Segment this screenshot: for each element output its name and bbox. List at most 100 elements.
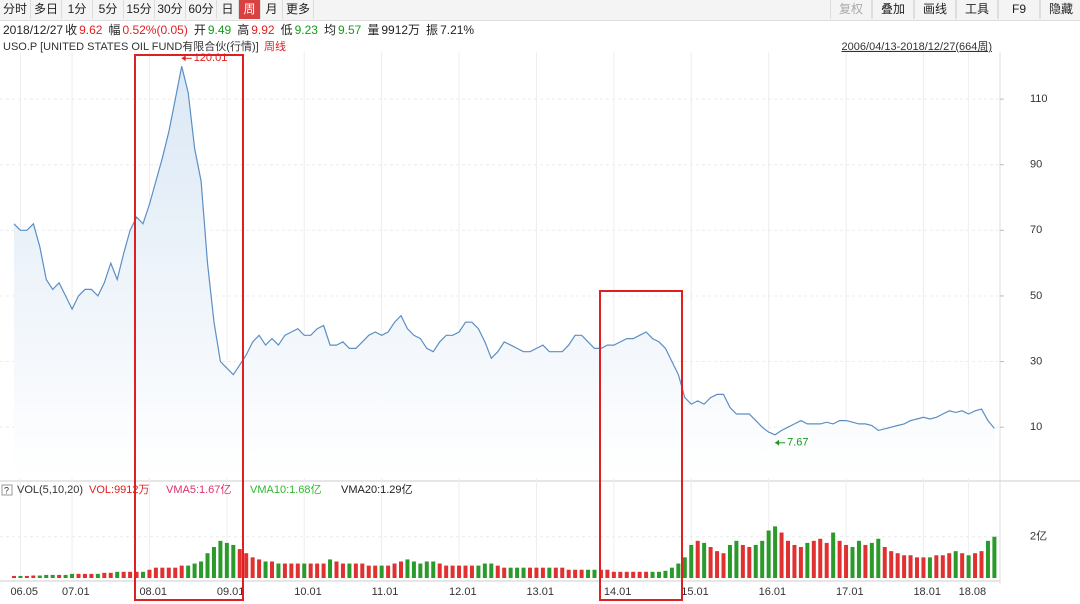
- volume-bar: [489, 563, 494, 578]
- y-tick-label: 90: [1030, 159, 1042, 171]
- x-tick-label: 18.01: [913, 586, 941, 598]
- volume-bar: [302, 563, 307, 578]
- chart-title: USO.P [UNITED STATES OIL FUND有限合伙(行情)]: [3, 40, 259, 53]
- volume-bar: [889, 551, 894, 578]
- x-tick-label: 15.01: [681, 586, 709, 598]
- toolbar-button[interactable]: 画线: [914, 0, 956, 19]
- y-tick-label: 10: [1030, 421, 1042, 433]
- volume-bar: [141, 571, 145, 578]
- volume-bar: [153, 567, 158, 578]
- volume-bar: [992, 536, 997, 578]
- volume-bar: [257, 559, 262, 578]
- toolbar-button[interactable]: 分时: [0, 0, 31, 19]
- legend-entry: VMA10:1.68亿: [250, 483, 322, 496]
- volume-bar: [418, 563, 423, 578]
- x-tick-label: 17.01: [836, 586, 864, 598]
- volume-bar: [495, 565, 500, 578]
- volume-bar: [450, 565, 455, 578]
- volume-bar: [121, 571, 126, 578]
- legend-entry: VMA5:1.67亿: [166, 483, 231, 496]
- volume-bar: [276, 563, 281, 578]
- info-label: 开: [193, 23, 206, 37]
- info-value: 9.23: [294, 23, 318, 37]
- toolbar-button[interactable]: 多日: [31, 0, 62, 19]
- toolbar-button[interactable]: 60分: [186, 0, 217, 19]
- toolbar-button[interactable]: 复权: [830, 0, 872, 19]
- volume-bar: [469, 565, 474, 578]
- volume-bar: [186, 565, 191, 578]
- volume-bar: [379, 565, 384, 578]
- volume-bar: [966, 555, 971, 578]
- info-date: 2018/12/27: [3, 23, 64, 37]
- volume-bar: [315, 563, 320, 578]
- volume-bar: [224, 542, 229, 578]
- toolbar-button[interactable]: 15分: [124, 0, 155, 19]
- volume-bar: [650, 571, 655, 578]
- info-label: 收: [65, 23, 78, 37]
- volume-bar: [353, 563, 358, 578]
- volume-bar: [927, 557, 932, 578]
- toolbar-button[interactable]: 隐藏: [1040, 0, 1080, 19]
- volume-bar: [940, 555, 945, 578]
- chart: ? USO.P [UNITED STATES OIL FUND有限合伙(行情)]…: [0, 40, 1080, 601]
- volume-bar: [766, 530, 771, 578]
- volume-bar: [566, 569, 571, 578]
- volume-bar: [921, 557, 926, 578]
- volume-bar: [528, 567, 532, 578]
- toolbar-button[interactable]: F9: [998, 0, 1040, 19]
- info-label: 幅: [108, 23, 121, 37]
- volume-bar: [882, 547, 887, 578]
- volume-bar: [373, 565, 378, 578]
- toolbar-button[interactable]: 30分: [155, 0, 186, 19]
- volume-bar: [740, 544, 745, 578]
- annotation-label: 120.01: [194, 52, 228, 64]
- volume-bar: [340, 563, 345, 578]
- volume-bar: [902, 555, 907, 578]
- volume-bar: [263, 561, 268, 578]
- toolbar-button[interactable]: 月: [261, 0, 283, 19]
- volume-bar: [134, 571, 139, 578]
- volume-bar: [915, 557, 919, 578]
- volume-bar: [727, 544, 732, 578]
- x-tick-label: 12.01: [449, 586, 477, 598]
- highlight-box: [599, 290, 683, 601]
- toolbar-button[interactable]: 5分: [93, 0, 124, 19]
- volume-bar: [573, 569, 578, 578]
- volume-bar: [547, 567, 552, 578]
- volume-bar: [682, 557, 687, 578]
- volume-bar: [502, 567, 507, 578]
- volume-bar: [850, 547, 855, 578]
- volume-bar: [70, 573, 75, 578]
- x-tick-label: 10.01: [294, 586, 322, 598]
- annotation-arrowhead: [181, 55, 186, 62]
- x-tick-label: 09.01: [217, 586, 245, 598]
- toolbar-button[interactable]: 周: [239, 0, 261, 19]
- legend-entry: VOL:9912万: [89, 484, 150, 496]
- volume-bar: [824, 542, 829, 578]
- volume-bar: [115, 571, 120, 578]
- volume-bar: [934, 555, 939, 578]
- toolbar-button[interactable]: 更多: [283, 0, 314, 19]
- volume-bar: [360, 563, 365, 578]
- highlight-box: [134, 54, 244, 601]
- toggle-mark[interactable]: ?: [4, 485, 9, 495]
- volume-bar: [102, 572, 107, 578]
- info-label: 均: [323, 23, 336, 37]
- volume-bar: [676, 563, 681, 578]
- volume-bar: [631, 571, 636, 578]
- volume-bar: [979, 551, 984, 578]
- toolbar-button[interactable]: 日: [217, 0, 239, 19]
- info-value: 7.21%: [440, 23, 475, 37]
- volume-bar: [753, 544, 758, 578]
- volume-bar: [869, 542, 874, 578]
- toggle-box[interactable]: [1, 484, 13, 496]
- volume-bar: [295, 563, 300, 578]
- volume-bar: [308, 563, 313, 578]
- x-tick-label: 08.01: [139, 586, 167, 598]
- toolbar-button[interactable]: 工具: [956, 0, 998, 19]
- toolbar-button[interactable]: 叠加: [872, 0, 914, 19]
- y-tick-label: 110: [1030, 93, 1048, 105]
- toolbar-button[interactable]: 1分: [62, 0, 93, 19]
- volume-bar: [289, 563, 294, 578]
- volume-bar: [760, 540, 765, 578]
